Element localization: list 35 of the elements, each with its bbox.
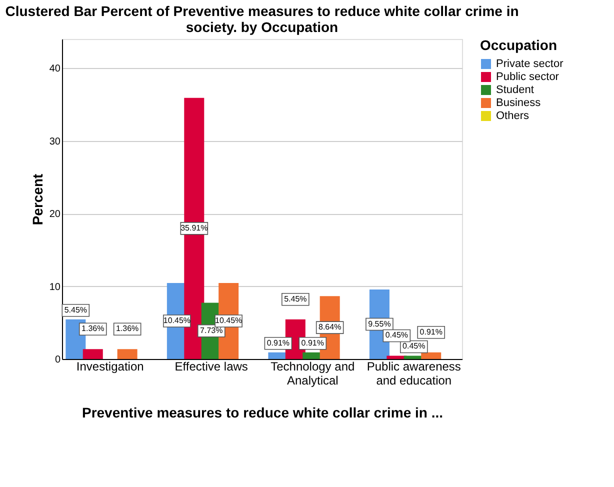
bar	[421, 352, 442, 359]
y-tick-label: 40	[49, 64, 61, 75]
data-label: 0.91%	[266, 338, 290, 348]
y-axis-title: Percent	[29, 173, 46, 226]
y-tick-label: 10	[49, 282, 61, 293]
data-label: 35.91%	[180, 223, 208, 232]
data-label: 9.55%	[368, 319, 391, 328]
legend-label: Student	[496, 84, 534, 96]
legend-label: Private sector	[496, 58, 564, 70]
data-label: 0.91%	[420, 327, 442, 336]
legend-label: Public sector	[496, 71, 560, 83]
data-label: 0.45%	[402, 342, 426, 351]
data-label: 10.45%	[215, 316, 242, 325]
data-label: 5.45%	[64, 305, 88, 314]
bar	[117, 349, 138, 359]
legend-title: Occupation	[480, 37, 558, 53]
data-label: 8.64%	[318, 322, 342, 332]
data-label: 1.36%	[116, 324, 139, 334]
chart-title: Clustered Bar Percent of Preventive measures to reduce white collar crime in society. by Occupation	[5, 3, 519, 35]
y-tick-label: 30	[49, 136, 61, 148]
legend-label: Others	[496, 110, 530, 122]
x-tick-label: Effective laws	[174, 360, 248, 374]
x-tick-label: Technology and Analytical	[270, 360, 355, 388]
y-tick-label: 20	[49, 209, 61, 220]
legend-label: Business	[496, 97, 542, 109]
bar	[82, 349, 103, 359]
data-label: 1.36%	[82, 324, 104, 334]
data-label: 0.45%	[385, 330, 408, 340]
x-axis-title: Preventive measures to reduce white collar crime in ...	[82, 404, 444, 420]
data-label: 0.91%	[301, 338, 324, 348]
x-tick-label: Investigation	[76, 360, 144, 374]
data-label: 5.45%	[284, 294, 307, 304]
y-tick-label: 0	[54, 354, 61, 366]
data-label: 7.73%	[200, 326, 223, 335]
x-tick-label: Public awareness and education	[366, 360, 461, 388]
